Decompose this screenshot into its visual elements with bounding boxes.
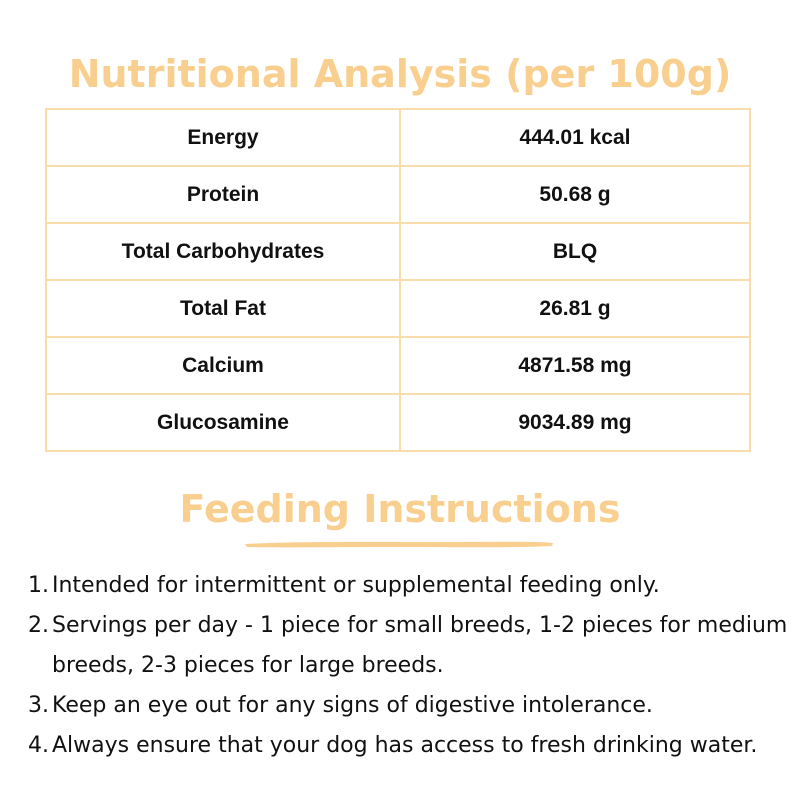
table-row: Glucosamine 9034.89 mg [45,393,751,452]
brush-underline [245,541,553,548]
table-row: Calcium 4871.58 mg [45,336,751,395]
list-text: Always ensure that your dog has access t… [52,733,758,758]
nutrient-value: 444.01 kcal [399,108,751,167]
list-item: 4. Always ensure that your dog has acces… [22,726,792,766]
list-number: 1. [28,573,49,598]
list-number: 3. [28,693,49,718]
nutrient-label: Protein [45,165,401,224]
list-item: 3. Keep an eye out for any signs of dige… [22,686,792,726]
list-item: 1. Intended for intermittent or suppleme… [22,566,792,606]
nutrient-value: BLQ [399,222,751,281]
table-row: Total Carbohydrates BLQ [45,222,751,281]
table-row: Total Fat 26.81 g [45,279,751,338]
nutrient-value: 50.68 g [399,165,751,224]
list-text: Servings per day - 1 piece for small bre… [52,613,788,678]
nutrient-label: Calcium [45,336,401,395]
nutrient-label: Energy [45,108,401,167]
nutrient-label: Total Carbohydrates [45,222,401,281]
nutrition-table-container: Energy 444.01 kcal Protein 50.68 g Total… [45,108,751,452]
nutrient-label: Total Fat [45,279,401,338]
feeding-title: Feeding Instructions [179,487,621,531]
list-text: Intended for intermittent or supplementa… [52,573,660,598]
table-row: Energy 444.01 kcal [45,108,751,167]
nutrition-table: Energy 444.01 kcal Protein 50.68 g Total… [45,108,751,452]
nutrient-value: 4871.58 mg [399,336,751,395]
nutrient-value: 9034.89 mg [399,393,751,452]
list-number: 4. [28,733,49,758]
nutrition-title: Nutritional Analysis (per 100g) [68,52,732,96]
table-row: Protein 50.68 g [45,165,751,224]
list-text: Keep an eye out for any signs of digesti… [52,693,653,718]
nutrient-value: 26.81 g [399,279,751,338]
list-item: 2. Servings per day - 1 piece for small … [22,606,792,686]
nutrient-label: Glucosamine [45,393,401,452]
list-number: 2. [28,613,49,638]
feeding-instructions-list: 1. Intended for intermittent or suppleme… [22,566,792,766]
